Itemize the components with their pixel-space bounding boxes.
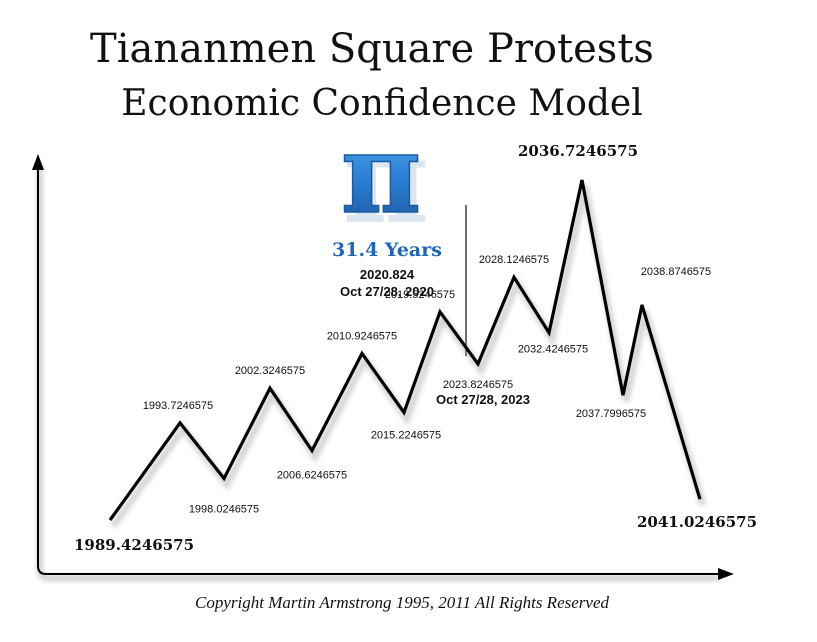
cycle-note-line-2: Oct 27/28, 2020 bbox=[340, 284, 434, 299]
point-label-13: 2037.7996575 bbox=[576, 408, 646, 420]
cycle-note-line-1: 2020.824 bbox=[360, 267, 415, 282]
point-label-14: 2038.8746575 bbox=[641, 266, 711, 278]
point-label-2: 1993.7246575 bbox=[143, 400, 213, 412]
pi-symbol-shadow: π bbox=[343, 111, 429, 250]
y-axis-arrow-icon bbox=[32, 154, 44, 170]
point-label-10: 2028.1246575 bbox=[479, 254, 549, 266]
pi-symbol-icon: π bbox=[341, 109, 422, 238]
point-label-1: 1989.4246575 bbox=[74, 536, 194, 554]
point-label-7: 2015.2246575 bbox=[371, 429, 441, 441]
point-label-9: 2023.8246575 bbox=[443, 379, 513, 391]
point-label-3: 1998.0246575 bbox=[189, 503, 259, 515]
point-label-5: 2006.6246575 bbox=[277, 470, 347, 482]
point-note-9: Oct 27/28, 2023 bbox=[436, 392, 530, 407]
point-label-8: 2019.5246575 bbox=[385, 289, 455, 301]
copyright-footer: Copyright Martin Armstrong 1995, 2011 Al… bbox=[195, 593, 609, 612]
point-label-4: 2002.3246575 bbox=[235, 365, 305, 377]
chart-subtitle: Economic Confidence Model bbox=[121, 83, 643, 124]
series-line bbox=[108, 179, 702, 521]
cycle-length-label: 31.4 Years bbox=[332, 239, 442, 261]
point-label-6: 2010.9246575 bbox=[327, 331, 397, 343]
point-labels: 1989.4246575 1993.7246575 1998.0246575 2002… bbox=[74, 142, 757, 554]
axes bbox=[32, 154, 734, 581]
point-label-11: 2032.4246575 bbox=[518, 344, 588, 356]
x-axis-arrow-icon bbox=[718, 568, 734, 580]
point-label-12: 2036.7246575 bbox=[518, 142, 638, 160]
chart-title: Tiananmen Square Protests bbox=[90, 26, 654, 72]
ecm-wave-path bbox=[108, 179, 702, 521]
pi-logo: π π bbox=[340, 108, 429, 250]
axis-corner bbox=[37, 565, 47, 575]
point-label-15: 2041.0246575 bbox=[637, 513, 757, 531]
